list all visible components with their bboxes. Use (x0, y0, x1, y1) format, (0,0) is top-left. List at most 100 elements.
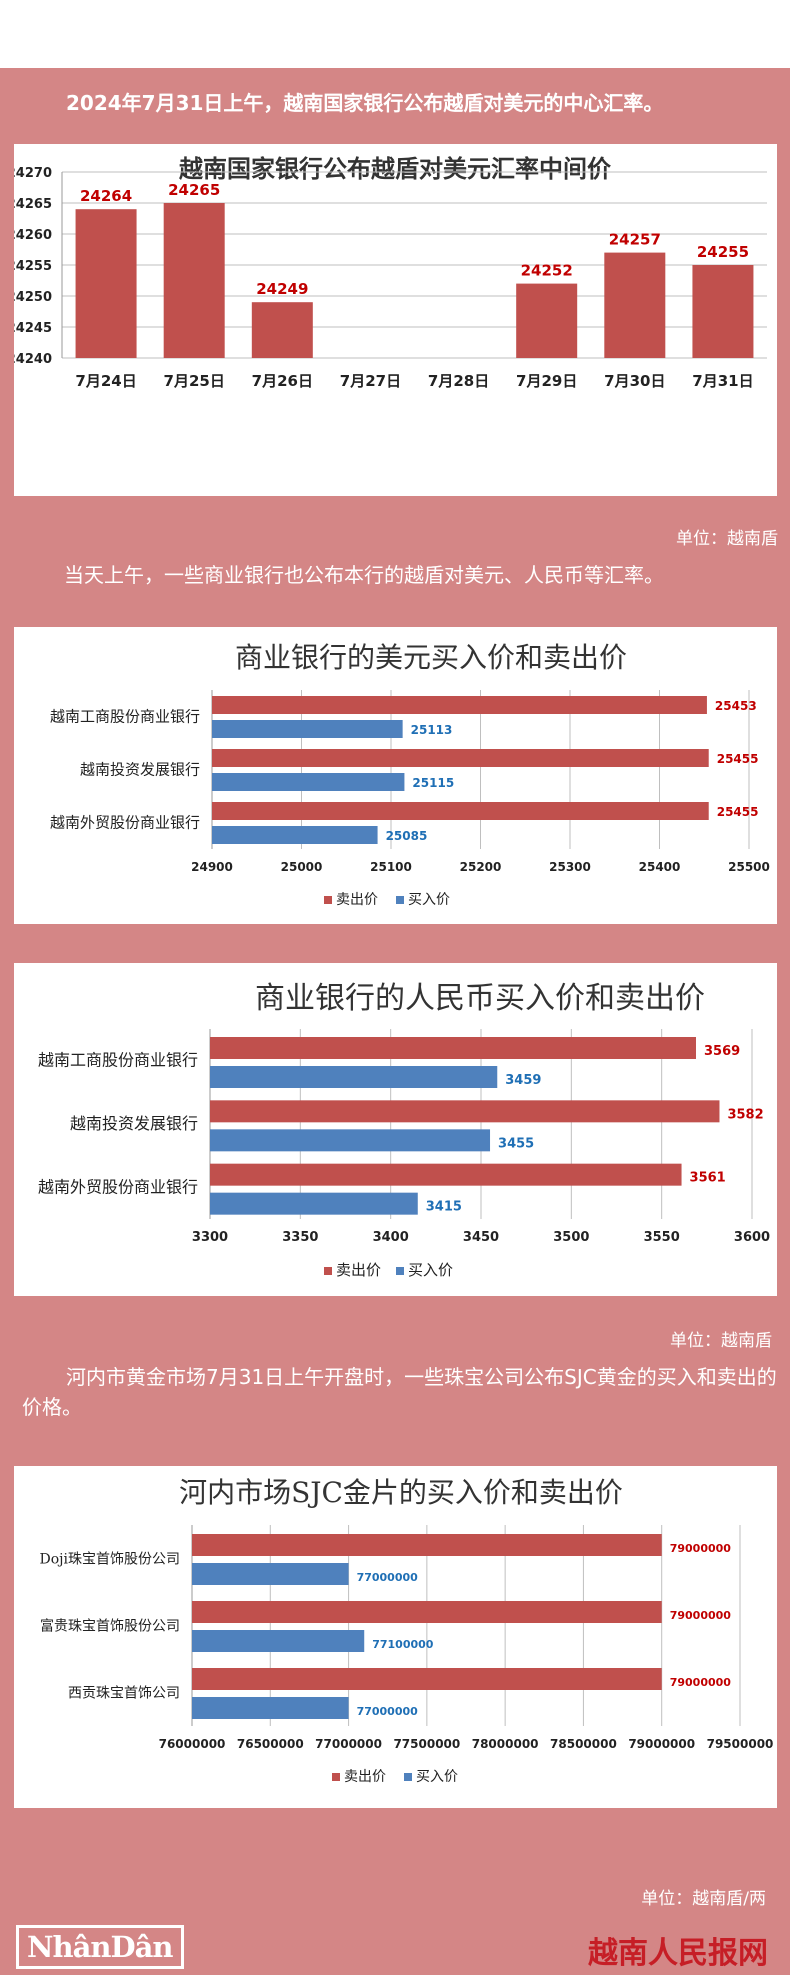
gold-chart: 河内市场SJC金片的买入价和卖出价 76000000 76500000 7700000… (40, 1476, 774, 1785)
bar-sell (210, 1163, 682, 1186)
legend-swatch-sell (324, 1267, 332, 1275)
x-tick-label: 25500 (728, 860, 770, 874)
data-label: 24252 (521, 262, 573, 280)
y-tick-label: 24255 (14, 259, 52, 274)
data-label-sell: 79000000 (670, 1676, 732, 1689)
data-label: 24264 (80, 187, 132, 205)
legend-swatch-sell (332, 1773, 340, 1781)
y-tick-label: 24270 (14, 166, 52, 181)
data-label-buy: 3459 (505, 1073, 541, 1088)
category-label: 越南投资发展银行 (80, 761, 200, 779)
chart-panel-usd: 商业银行的美元买入价和卖出价 24900 25000 25100 25200 25300 2… (14, 627, 777, 924)
data-label-sell: 3561 (690, 1171, 726, 1186)
site-name: 越南人民报网 (588, 1936, 768, 1971)
y-tick-label: 24260 (14, 228, 52, 243)
data-label-sell: 25455 (717, 805, 759, 819)
data-label: 24257 (609, 231, 661, 249)
y-tick-label: 24245 (14, 321, 52, 336)
x-tick-label: 25200 (460, 860, 502, 874)
data-label-buy: 3415 (426, 1200, 462, 1215)
legend-label-buy: 买入价 (408, 892, 450, 908)
chart-title: 河内市场SJC金片的买入价和卖出价 (179, 1476, 623, 1509)
bar-sell (210, 1100, 720, 1123)
bar-sell (210, 1037, 696, 1059)
category-label: 越南工商股份商业银行 (50, 708, 200, 726)
intro-text-1: 2024年7月31日上午，越南国家银行公布越盾对美元的中心汇率。 (66, 91, 664, 115)
x-tick-label: 7月27日 (340, 372, 401, 390)
bar-sell (212, 802, 709, 820)
category-label: 越南外贸股份商业银行 (38, 1177, 198, 1196)
bar-buy (210, 1192, 418, 1215)
data-label: 24255 (697, 243, 749, 261)
x-tick-label: 76500000 (237, 1737, 304, 1751)
x-tick-label: 3500 (553, 1230, 589, 1245)
data-label: 24249 (256, 280, 308, 298)
category-label: 越南投资发展银行 (70, 1114, 198, 1133)
x-tick-label: 3400 (373, 1230, 409, 1245)
chart-panel-gold: 河内市场SJC金片的买入价和卖出价 76000000 76500000 7700000… (14, 1466, 777, 1808)
category-label: 西贡珠宝首饰公司 (68, 1686, 180, 1702)
intro-text-3: 河内市黄金市场7月31日上午开盘时，一些珠宝公司公布SJC黄金的买入和卖出的价格… (22, 1365, 777, 1419)
chart-panel-cny: 商业银行的人民币买入价和卖出价 3300 3350 3400 3450 3500 3550 3… (14, 963, 777, 1296)
bar (516, 283, 578, 358)
data-label-buy: 3455 (498, 1136, 534, 1151)
x-tick-label: 7月28日 (428, 372, 489, 390)
legend-swatch-buy (396, 896, 404, 904)
x-tick-label: 7月25日 (164, 372, 225, 390)
x-tick-label: 77500000 (393, 1737, 460, 1751)
legend-label-sell: 卖出价 (336, 892, 378, 908)
x-tick-label: 25300 (549, 860, 591, 874)
x-tick-label: 7月31日 (692, 372, 753, 390)
x-tick-label: 7月29日 (516, 372, 577, 390)
bar-buy (210, 1066, 498, 1088)
unit-label-1: 单位：越南盾 (676, 529, 778, 549)
bar (251, 302, 313, 358)
x-tick-label: 7月26日 (252, 372, 313, 390)
data-label-sell: 3569 (704, 1044, 740, 1059)
bar-sell (212, 749, 709, 767)
chart-title: 越南国家银行公布越盾对美元汇率中间价 (179, 154, 612, 183)
x-tick-label: 77000000 (315, 1737, 382, 1751)
legend-swatch-buy (396, 1267, 404, 1275)
bar (163, 203, 225, 358)
data-label-sell: 3582 (727, 1107, 763, 1122)
legend-swatch-buy (404, 1773, 412, 1781)
unit-label-3: 单位：越南盾/两 (641, 1889, 766, 1909)
data-label: 24265 (168, 181, 220, 199)
x-tick-label: 3300 (192, 1230, 228, 1245)
bar-buy (212, 826, 378, 844)
x-tick-label: 78500000 (550, 1737, 617, 1751)
bar-buy (212, 720, 403, 738)
legend-label-buy: 买入价 (408, 1261, 453, 1279)
bar-sell (192, 1534, 662, 1556)
y-tick-label: 24265 (14, 197, 52, 212)
x-tick-label: 3450 (463, 1230, 499, 1245)
x-tick-label: 25400 (639, 860, 681, 874)
chart-panel-central-rate: 越南国家银行公布越盾对美元汇率中间价 24240 24245 24250 24255 24… (14, 144, 777, 496)
bar-sell (212, 696, 707, 714)
intro-text-2: 当天上午，一些商业银行也公布本行的越盾对美元、人民币等汇率。 (64, 563, 664, 587)
x-tick-label: 7月30日 (604, 372, 665, 390)
data-label-buy: 25085 (386, 829, 428, 843)
x-tick-label: 79000000 (628, 1737, 695, 1751)
data-label-sell: 79000000 (670, 1542, 732, 1555)
bar (604, 252, 666, 358)
data-label-buy: 77100000 (372, 1638, 434, 1651)
x-tick-label: 24900 (191, 860, 233, 874)
category-label: Doji珠宝首饰股份公司 (40, 1552, 180, 1568)
x-tick-label: 3550 (644, 1230, 680, 1245)
category-label: 越南外贸股份商业银行 (50, 814, 200, 832)
x-tick-label: 76000000 (159, 1737, 226, 1751)
x-tick-label: 25100 (370, 860, 412, 874)
x-tick-label: 3600 (734, 1230, 770, 1245)
unit-label-2: 单位：越南盾 (670, 1331, 772, 1351)
legend-label-sell: 卖出价 (336, 1261, 381, 1279)
bar-buy (210, 1129, 491, 1152)
bar (692, 265, 754, 358)
bar-buy (212, 773, 405, 791)
cny-chart: 商业银行的人民币买入价和卖出价 3300 3350 3400 3450 3500 3550 3… (38, 981, 770, 1279)
data-label-sell: 25455 (717, 752, 759, 766)
y-tick-label: 24240 (14, 352, 52, 367)
bar-buy (192, 1630, 365, 1652)
chart-title: 商业银行的美元买入价和卖出价 (235, 641, 627, 674)
